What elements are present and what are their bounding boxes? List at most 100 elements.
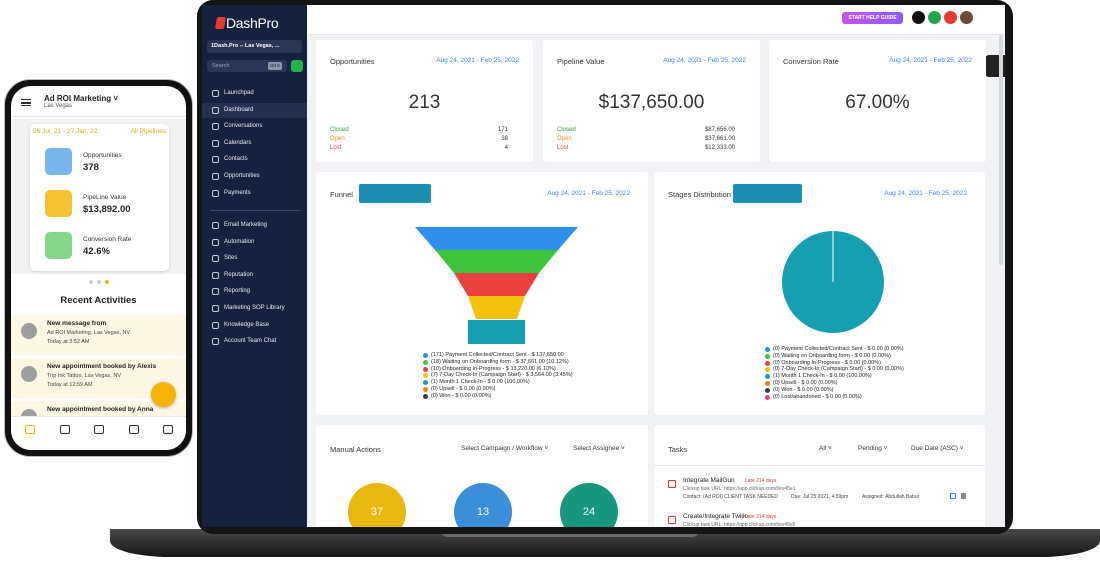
funnel-dropdown[interactable] bbox=[359, 184, 431, 203]
filter[interactable]: Pending ˅ bbox=[858, 445, 888, 452]
nav-item[interactable]: Payments bbox=[202, 186, 307, 201]
nav-tab[interactable] bbox=[163, 425, 173, 434]
row-label: Lost bbox=[330, 145, 342, 151]
nav-icon bbox=[212, 238, 219, 246]
task-name: Create/Integrate Twilio bbox=[683, 513, 748, 520]
nav-item[interactable]: Account Team Chat bbox=[202, 334, 307, 349]
nav-item[interactable]: Calendars bbox=[202, 136, 307, 151]
activity-time: Today at 3:52 AM bbox=[47, 339, 90, 345]
card-date: Aug 24, 2021 - Feb 25, 2022 bbox=[547, 190, 630, 197]
row-value: 38 bbox=[501, 136, 508, 142]
top-icon[interactable] bbox=[912, 11, 925, 24]
stat-card: Opportunities Aug 24, 2021 - Feb 25, 2022… bbox=[316, 40, 533, 162]
row-label: Open bbox=[330, 136, 345, 142]
pie bbox=[782, 231, 884, 333]
call-button[interactable] bbox=[151, 382, 176, 407]
nav-item[interactable]: Sites bbox=[202, 251, 307, 266]
nav-icon bbox=[212, 156, 219, 164]
filter[interactable]: Due Date (ASC) ˅ bbox=[911, 445, 964, 452]
card-title: Tasks bbox=[668, 445, 688, 454]
row-value: $87,656.00 bbox=[704, 127, 735, 133]
funnel-card: Funnel Aug 24, 2021 - Feb 25, 2022 (171) P… bbox=[316, 172, 648, 415]
activity-detail: Ad ROI Marketing, Las Vegas, NV bbox=[47, 330, 131, 336]
legend-label: (0) Lost/abandoned - $ 0.00 (0.00%) bbox=[773, 393, 862, 400]
nav-item[interactable]: Contacts bbox=[202, 152, 307, 167]
task-url: Clickup task URL: https://app.clickup.co… bbox=[683, 522, 796, 527]
legend-label: (0) Won - $ 0.00 (0.00%) bbox=[773, 386, 834, 393]
nav-label: Sites bbox=[224, 255, 238, 262]
nav-icon bbox=[212, 255, 219, 263]
search-box[interactable]: Search bbox=[207, 60, 287, 72]
stat-icon bbox=[45, 148, 72, 175]
nav-item[interactable]: Marketing SOP Library bbox=[202, 301, 307, 316]
account-location: Las Vegas bbox=[44, 103, 73, 109]
logo: DashPro bbox=[226, 15, 279, 31]
nav-icon bbox=[212, 305, 219, 312]
legend-label: (0) Won - $ 0.00 (0.00%) bbox=[431, 392, 492, 399]
account-name: Ad ROI Marketing ˅ bbox=[44, 94, 119, 103]
manual-card: Manual Actions Select Campaign / Workflow… bbox=[316, 425, 648, 527]
nav-label: Knowledge Base bbox=[224, 321, 270, 328]
filter[interactable]: Select Campaign / Workflow ˅ bbox=[461, 445, 549, 452]
legend-label: (0) Waiting on Onboarding form - $ 0.00 … bbox=[773, 352, 891, 359]
section-title: Recent Activities bbox=[60, 295, 137, 306]
header-separator bbox=[11, 116, 186, 117]
stat-card: Conversion Rate Aug 24, 2021 - Feb 25, 20… bbox=[769, 40, 986, 162]
nav-icon bbox=[212, 338, 219, 346]
nav-icon bbox=[212, 139, 219, 147]
nav-label: Email Marketing bbox=[224, 222, 268, 228]
activity-title: New message from bbox=[47, 320, 107, 327]
card-title: Funnel bbox=[330, 190, 353, 199]
row-value: $12,333.00 bbox=[704, 145, 735, 151]
legend-label: (0) 7-Day Check-In (Campaign Start) - $ … bbox=[773, 366, 904, 373]
task-checkbox[interactable] bbox=[668, 516, 676, 524]
stat-value: 378 bbox=[83, 162, 99, 173]
nav-tab[interactable] bbox=[25, 425, 35, 434]
nav-item[interactable]: Automation bbox=[202, 235, 307, 250]
nav-item[interactable]: Dashboard bbox=[202, 102, 307, 118]
activity-title: New appointment booked by Anna bbox=[47, 406, 154, 413]
date-range: 26 Jul, 21 - 27 Jan, 22 bbox=[33, 128, 98, 135]
pipelines: All Pipelines bbox=[130, 128, 166, 135]
help-button[interactable]: START HELP GUIDE bbox=[842, 12, 903, 24]
legend-dot bbox=[423, 359, 428, 365]
funnel-layer bbox=[468, 296, 525, 319]
nav-item[interactable]: Email Marketing bbox=[202, 218, 307, 233]
count-circle: 37 bbox=[348, 483, 406, 527]
page-dot bbox=[97, 280, 101, 284]
separator bbox=[654, 465, 985, 466]
stat-icon bbox=[45, 190, 72, 217]
nav-item[interactable]: Conversations bbox=[202, 119, 307, 134]
stages-card: Stages Distribution Aug 24, 2021 - Feb 25… bbox=[654, 172, 985, 415]
top-icon[interactable] bbox=[960, 11, 973, 24]
stages-dropdown[interactable] bbox=[733, 184, 802, 203]
nav-label: Reputation bbox=[224, 271, 254, 278]
stats-card: 26 Jul, 21 - 27 Jan, 22 All Pipelines Oppo… bbox=[30, 124, 169, 271]
nav-item[interactable]: Reporting bbox=[202, 284, 307, 299]
top-icon[interactable] bbox=[944, 11, 957, 24]
legend-dot bbox=[765, 360, 770, 366]
legend-dot bbox=[765, 347, 770, 352]
task-checkbox[interactable] bbox=[668, 480, 676, 488]
delete-icon[interactable] bbox=[961, 493, 966, 499]
nav-icon bbox=[212, 106, 219, 114]
stat-label: PipeLine Value bbox=[83, 194, 127, 201]
filter[interactable]: All ˅ bbox=[819, 445, 832, 452]
top-icon[interactable] bbox=[928, 11, 941, 24]
nav-tab[interactable] bbox=[59, 425, 70, 434]
legend-label: (7) 7-Day Check-In (Campaign Start) - $ … bbox=[431, 372, 573, 379]
nav-item[interactable]: Knowledge Base bbox=[202, 318, 307, 333]
edit-icon[interactable] bbox=[950, 493, 956, 499]
nav-item[interactable]: Launchpad bbox=[202, 86, 307, 101]
card-value: 67.00% bbox=[845, 92, 910, 113]
task-late: Late 214 days bbox=[745, 514, 777, 520]
row-value: 4 bbox=[504, 145, 508, 151]
nav-tab[interactable] bbox=[128, 425, 139, 434]
nav-item[interactable]: Opportunities bbox=[202, 169, 307, 184]
filter[interactable]: Select Assignee ˅ bbox=[573, 445, 625, 452]
page-dot bbox=[105, 280, 109, 284]
nav-tab[interactable] bbox=[94, 425, 104, 434]
add-button[interactable] bbox=[291, 60, 303, 72]
account-select[interactable]: 1Dash.Pro -- Las Vegas, ... bbox=[207, 40, 302, 53]
nav-item[interactable]: Reputation bbox=[202, 268, 307, 283]
